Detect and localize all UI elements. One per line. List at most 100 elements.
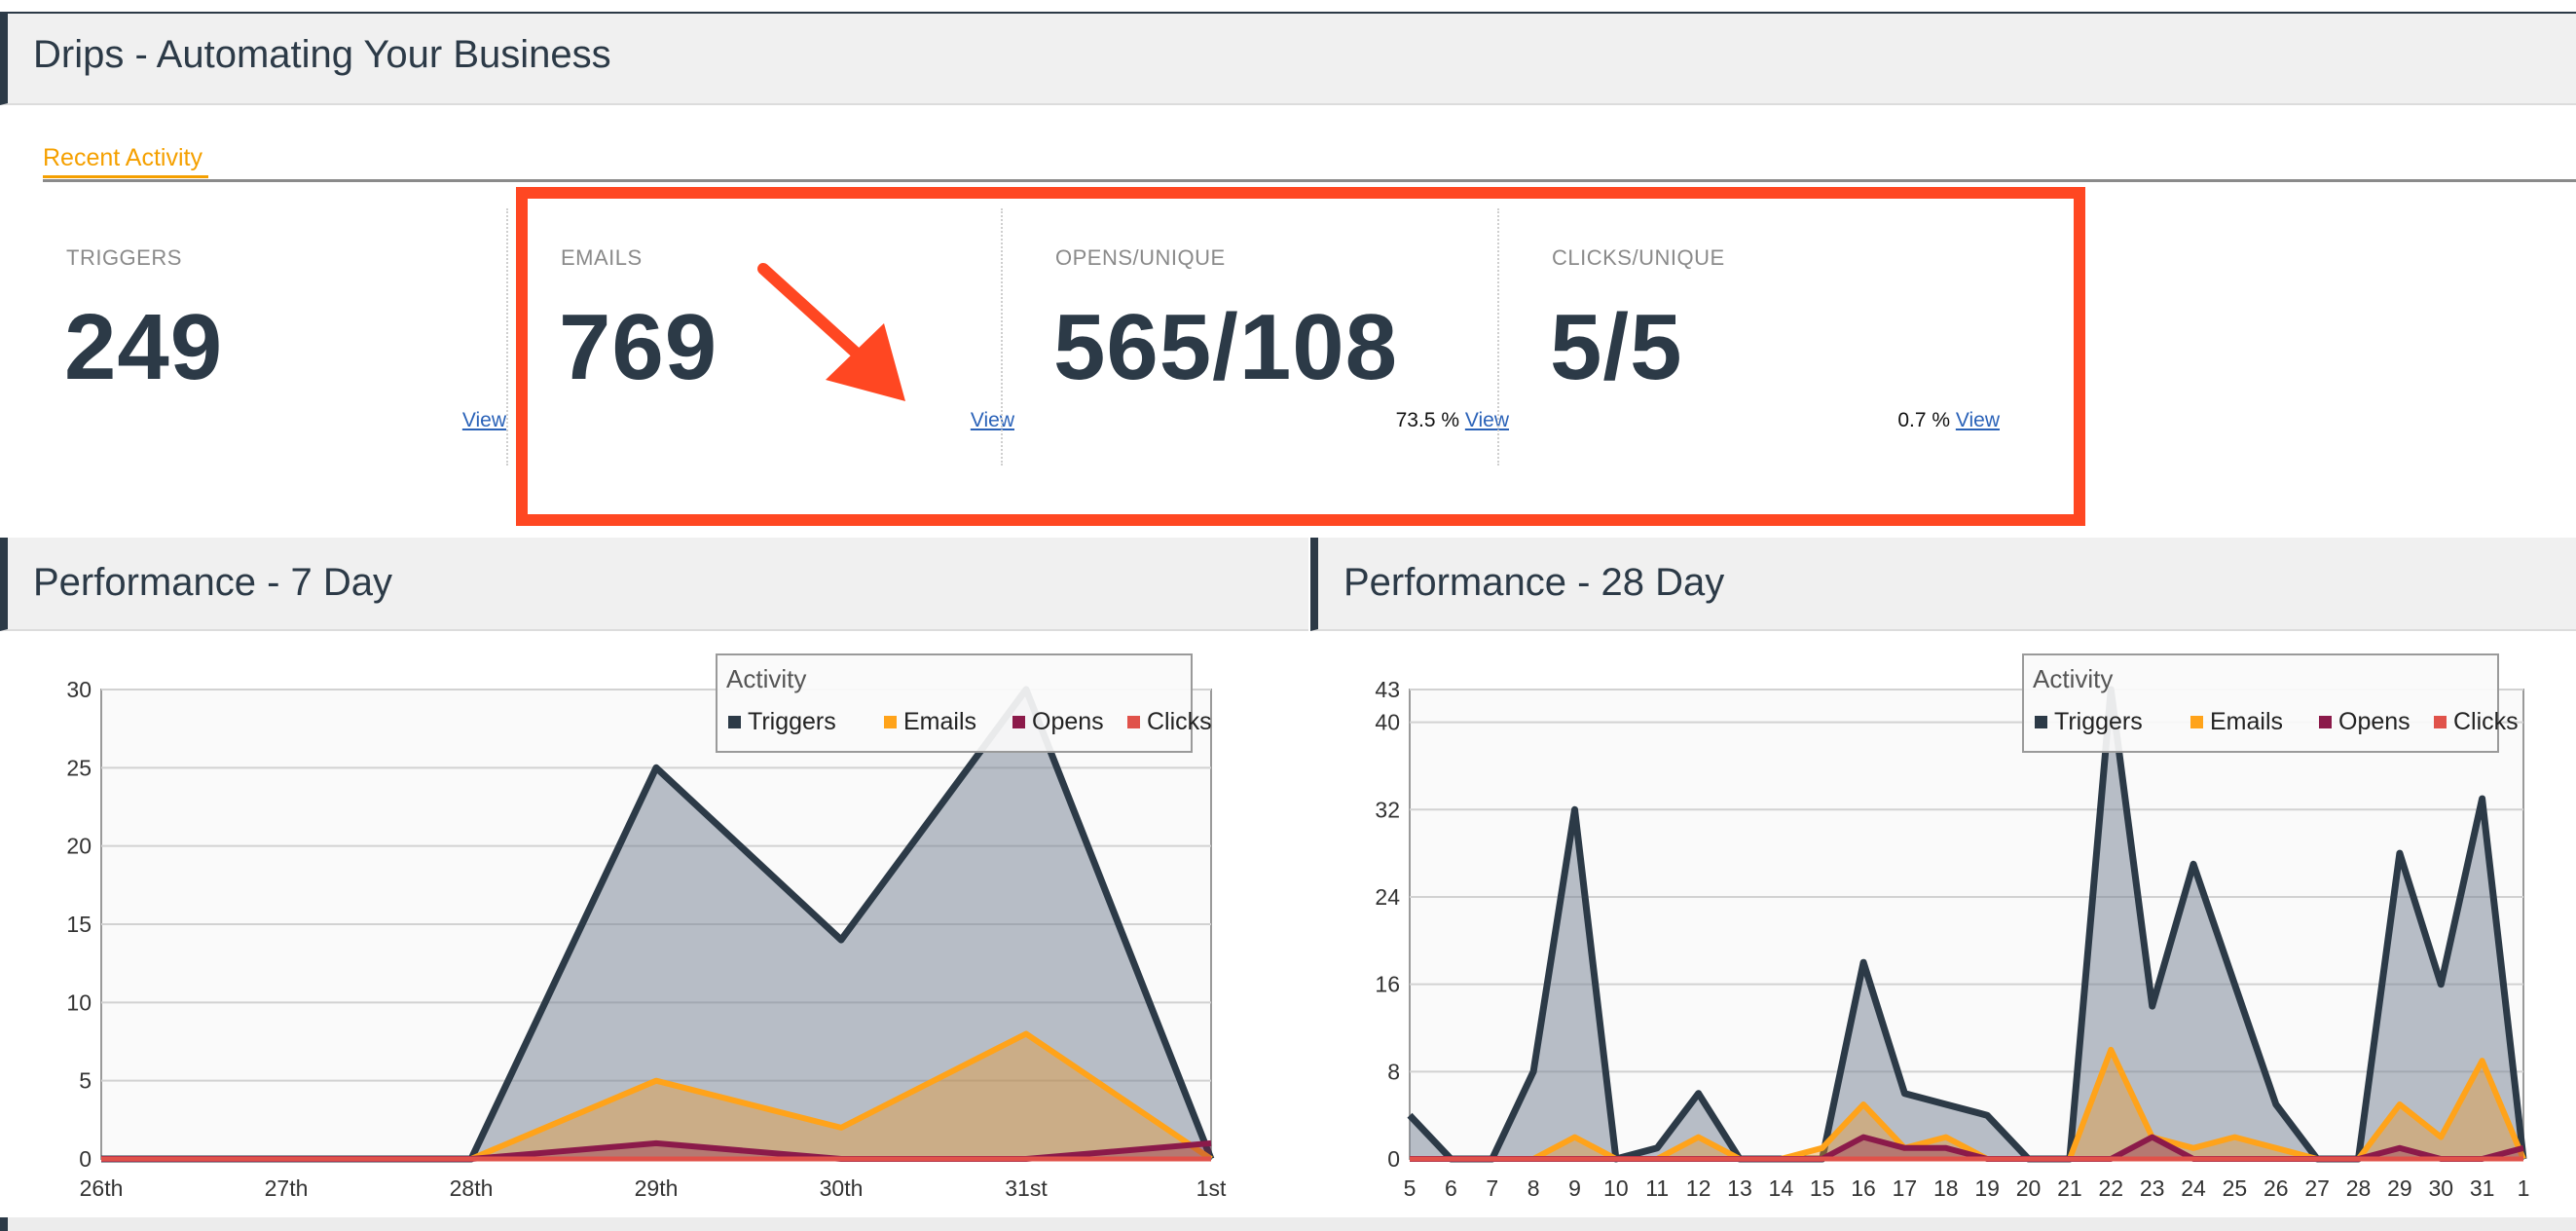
y-tick-label: 24: [1375, 884, 1400, 910]
legend-swatch: [728, 716, 741, 728]
click-rate: 0.7 %: [1897, 409, 1951, 431]
performance-7day-chart: 0 5 10 15 20 25 30 26th 27th 28th 29th 30th 31st 1st A…: [66, 653, 1227, 1201]
arrow-down-right-icon: [757, 263, 905, 401]
tab-recent-activity[interactable]: Recent Activity: [43, 144, 202, 171]
x-tick-label: 14: [1769, 1175, 1794, 1201]
x-tick-label: 18: [1933, 1175, 1959, 1201]
x-tick-label: 10: [1603, 1175, 1629, 1201]
stat-triggers: TRIGGERS 249 View: [45, 205, 532, 467]
stat-value: 249: [64, 295, 224, 399]
highlight-box: [516, 187, 2085, 526]
x-tick-label: 29: [2387, 1175, 2412, 1201]
y-tick-label: 0: [79, 1146, 92, 1172]
stat-value: 565/108: [1053, 295, 1399, 399]
x-tick-label: 29th: [635, 1175, 679, 1201]
y-tick-label: 40: [1375, 710, 1400, 735]
x-tick-label: 20: [2016, 1175, 2042, 1201]
x-tick-label: 12: [1686, 1175, 1711, 1201]
performance-28day-header: Performance - 28 Day: [1310, 538, 2576, 631]
x-tick-label: 22: [2098, 1175, 2123, 1201]
y-tick-label: 20: [66, 834, 92, 859]
x-tick-label: 17: [1893, 1175, 1918, 1201]
y-tick-label: 30: [66, 677, 92, 702]
stat-emails: EMAILS 769 View: [539, 205, 1026, 467]
open-rate: 73.5 %: [1395, 409, 1460, 431]
stat-divider: [1001, 208, 1003, 466]
legend-swatch: [884, 716, 897, 728]
x-tick-label: 7: [1486, 1175, 1498, 1201]
x-tick-label: 25: [2223, 1175, 2248, 1201]
stat-footer: View: [462, 409, 506, 432]
x-tick-label: 15: [1810, 1175, 1835, 1201]
legend-item-triggers[interactable]: Triggers: [2054, 708, 2143, 735]
legend-item-emails[interactable]: Emails: [2210, 708, 2283, 735]
x-tick-label: 28: [2346, 1175, 2372, 1201]
stat-label: OPENS/UNIQUE: [1055, 245, 1226, 270]
x-tick-label: 26: [2263, 1175, 2289, 1201]
legend-item-emails[interactable]: Emails: [903, 708, 976, 735]
x-tick-label: 31: [2470, 1175, 2495, 1201]
x-tick-label: 19: [1974, 1175, 2000, 1201]
x-tick-label: 16: [1851, 1175, 1876, 1201]
legend-box: [2022, 653, 2499, 753]
x-tick-label: 27: [2304, 1175, 2330, 1201]
legend-item-triggers[interactable]: Triggers: [748, 708, 836, 735]
series-area-emails: [1410, 1049, 2523, 1159]
x-tick-label: 24: [2181, 1175, 2206, 1201]
x-tick-label: 1: [2518, 1175, 2530, 1201]
y-tick-label: 10: [66, 989, 92, 1015]
top-border: [0, 0, 2576, 14]
x-tick-label: 9: [1568, 1175, 1581, 1201]
y-tick-label: 25: [66, 755, 92, 780]
x-tick-label: 1st: [1196, 1175, 1227, 1201]
legend-swatch: [2319, 716, 2332, 728]
view-clicks-link[interactable]: View: [1955, 409, 2000, 431]
x-tick-label: 23: [2140, 1175, 2165, 1201]
legend-swatch: [1012, 716, 1025, 728]
chart-legend: Activity Triggers Emails Opens Clicks: [716, 653, 1212, 753]
stat-label: CLICKS/UNIQUE: [1552, 245, 1725, 270]
view-emails-link[interactable]: View: [970, 409, 1014, 431]
y-tick-label: 8: [1387, 1059, 1400, 1084]
legend-swatch: [1127, 716, 1140, 728]
stat-footer: View: [971, 409, 1014, 432]
series-area-triggers: [1410, 690, 2523, 1159]
view-triggers-link[interactable]: View: [461, 409, 506, 431]
series-area-emails: [101, 1033, 1211, 1159]
page-title: Drips - Automating Your Business: [33, 33, 611, 76]
y-tick-label: 15: [66, 912, 92, 937]
y-tick-label: 32: [1375, 797, 1400, 822]
tab-bar: Recent Activity: [43, 136, 2576, 182]
y-tick-label: 16: [1375, 972, 1400, 997]
x-tick-label: 30th: [820, 1175, 864, 1201]
y-tick-label: 43: [1375, 677, 1400, 702]
x-tick-label: 11: [1645, 1175, 1669, 1201]
legend-item-clicks[interactable]: Clicks: [2453, 708, 2519, 735]
y-tick-label: 0: [1387, 1146, 1400, 1172]
y-tick-label: 5: [79, 1068, 92, 1094]
x-tick-label: 21: [2057, 1175, 2082, 1201]
next-panel-edge: [0, 1217, 2576, 1231]
legend-item-clicks[interactable]: Clicks: [1147, 708, 1212, 735]
series-area-opens: [101, 1142, 1211, 1159]
x-tick-label: 27th: [265, 1175, 309, 1201]
chart-legend: Activity Triggers Emails Opens Clicks: [2022, 653, 2519, 753]
x-tick-label: 26th: [80, 1175, 124, 1201]
stat-divider: [506, 208, 508, 466]
legend-item-opens[interactable]: Opens: [2338, 708, 2410, 735]
legend-swatch: [2434, 716, 2447, 728]
panel-title: Performance - 7 Day: [33, 561, 393, 604]
performance-7day-header: Performance - 7 Day: [0, 538, 1308, 631]
stat-label: EMAILS: [561, 245, 643, 270]
stat-value: 769: [559, 295, 718, 399]
stat-value: 5/5: [1550, 295, 1683, 399]
stat-clicks: CLICKS/UNIQUE 5/5 0.7 % View: [1530, 205, 2017, 467]
legend-item-opens[interactable]: Opens: [1032, 708, 1104, 735]
stat-divider: [1497, 208, 1499, 466]
x-tick-label: 31st: [1005, 1175, 1048, 1201]
stat-label: TRIGGERS: [66, 245, 182, 270]
x-tick-label: 6: [1445, 1175, 1457, 1201]
stat-opens: OPENS/UNIQUE 565/108 73.5 % View: [1034, 205, 1521, 467]
legend-title: Activity: [2033, 664, 2113, 693]
stat-footer: 0.7 % View: [1897, 409, 2000, 432]
